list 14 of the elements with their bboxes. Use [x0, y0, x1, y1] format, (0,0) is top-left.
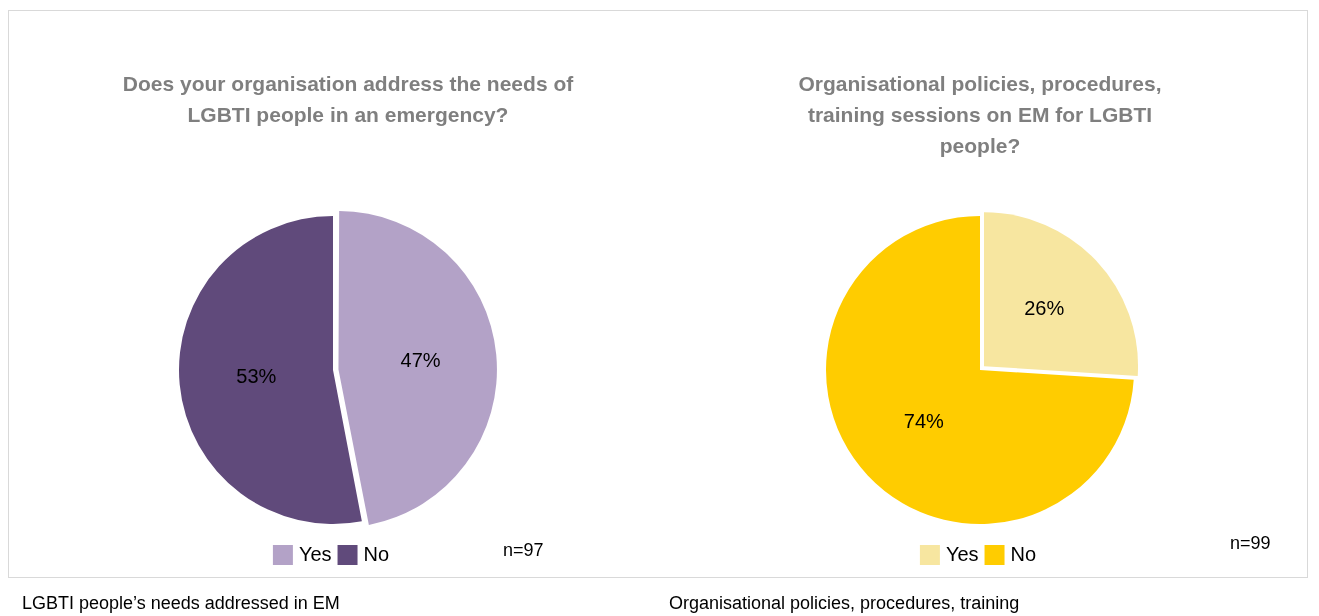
- text: Organisational policies, procedures, training: [669, 593, 1020, 614]
- data-label: 53%: [236, 364, 277, 387]
- text: n=97: [503, 540, 544, 561]
- data-label: 26%: [1024, 297, 1065, 320]
- data-label: 74%: [903, 410, 945, 433]
- data-label: 47%: [400, 349, 441, 372]
- legend-label: Yes: [945, 542, 979, 565]
- text: LGBTI people’s needs addressed in EM: [22, 593, 340, 614]
- legend-label: No: [363, 542, 390, 565]
- chart-title: Does your organisation address the needs of LGBTI people in an emergency?: [121, 71, 575, 128]
- chart-title: Organisational policies, procedures, training sessions on EM for LGBTI people?: [797, 71, 1163, 159]
- legend-label: No: [1010, 542, 1037, 565]
- text: n=99: [1230, 533, 1271, 554]
- legend-label: Yes: [298, 542, 332, 565]
